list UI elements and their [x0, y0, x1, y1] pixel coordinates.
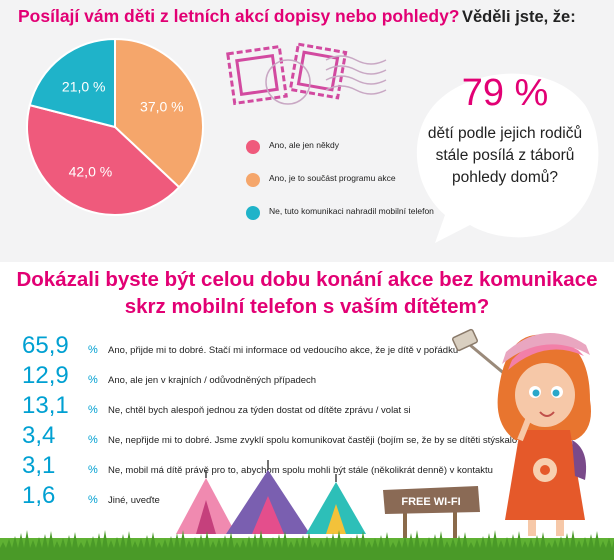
speech-bubble	[416, 73, 599, 243]
tent-teal	[306, 474, 366, 534]
answer-row: 3,1 % Ne, mobil má dítě právě pro to, ab…	[22, 452, 493, 480]
legend-label: Ne, tuto komunikaci nahradil mobilní tel…	[269, 206, 434, 216]
sign-text: FREE WI-FI	[401, 496, 460, 508]
legend-label: Ano, ale jen někdy	[269, 140, 339, 150]
answer-value: 13,1	[22, 392, 69, 419]
pie-question-title: Posílají vám děti z letních akcí dopisy …	[18, 6, 460, 26]
legend-item: Ano, je to součást programu akce	[246, 173, 434, 187]
legend-swatch	[246, 140, 260, 154]
answer-value: 3,1	[22, 452, 56, 479]
pie-slice-label: 42,0 %	[69, 164, 113, 180]
fact-text: dětí podle jejich rodičů stále posílá z …	[427, 125, 583, 186]
answer-label: Ne, chtěl bych alespoň jednou za týden d…	[108, 405, 411, 416]
pie-chart: 37,0 % 42,0 % 21,0 %	[26, 37, 204, 216]
answer-label: Ano, ale jen v krajních / odůvodněných p…	[108, 375, 317, 386]
answer-label: Ne, nepřijde mi to dobré. Jsme zvyklí sp…	[108, 435, 521, 446]
percent-sign: %	[88, 464, 98, 476]
answer-value: 1,6	[22, 482, 56, 509]
tent-pink	[176, 470, 236, 534]
legend-item: Ne, tuto komunikaci nahradil mobilní tel…	[246, 206, 434, 220]
girl-illustration	[451, 328, 591, 536]
percent-sign: %	[88, 404, 98, 416]
percent-sign: %	[88, 374, 98, 386]
legend-swatch	[246, 206, 260, 220]
fact-percentage: 79 %	[461, 72, 549, 114]
legend-swatch	[246, 173, 260, 187]
legend-item: Ano, ale jen někdy	[246, 140, 434, 154]
free-wifi-sign: FREE WI-FI	[383, 486, 480, 540]
answer-label: Jiné, uveďte	[108, 495, 160, 506]
answer-label: Ano, přijde mi to dobré. Stačí mi inform…	[108, 345, 459, 356]
answer-value: 65,9	[22, 332, 69, 359]
answer-row: 12,9 % Ano, ale jen v krajních / odůvodn…	[22, 362, 316, 390]
pie-slice	[28, 37, 116, 129]
stamps-illustration	[226, 42, 387, 106]
percent-sign: %	[88, 434, 98, 446]
answer-value: 12,9	[22, 362, 69, 389]
answer-label: Ne, mobil má dítě právě pro to, abychom …	[108, 465, 493, 476]
legend-label: Ano, je to součást programu akce	[269, 173, 396, 183]
grass-strip	[0, 530, 614, 560]
percent-sign: %	[88, 344, 98, 356]
answer-row: 65,9 % Ano, přijde mi to dobré. Stačí mi…	[22, 332, 458, 360]
fact-title: Věděli jste, že:	[462, 8, 576, 26]
tent-purple	[226, 460, 310, 534]
answer-row: 13,1 % Ne, chtěl bych alespoň jednou za …	[22, 392, 411, 420]
pie-slice	[26, 103, 181, 216]
percent-sign: %	[88, 494, 98, 506]
answer-row: 3,4 % Ne, nepřijde mi to dobré. Jsme zvy…	[22, 422, 520, 450]
mobile-question-title: Dokázali byste být celou dobu konání akc…	[16, 268, 598, 318]
answer-row: 1,6 % Jiné, uveďte	[22, 482, 160, 510]
pie-slice	[114, 37, 204, 189]
answer-value: 3,4	[22, 422, 56, 449]
pie-slice-label: 21,0 %	[62, 79, 106, 95]
pie-slice-label: 37,0 %	[140, 99, 184, 115]
